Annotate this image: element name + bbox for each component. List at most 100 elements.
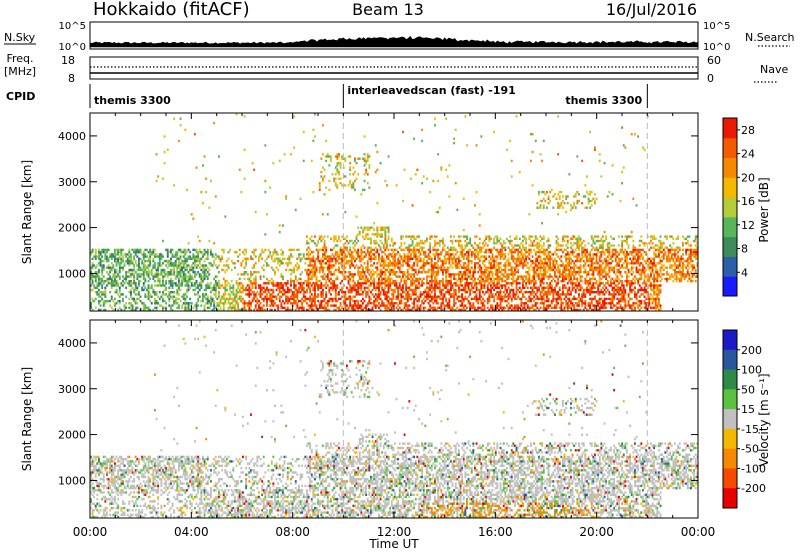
data-cell: [128, 284, 131, 287]
data-cell: [318, 271, 321, 274]
data-cell: [413, 304, 416, 307]
data-cell: [496, 304, 499, 307]
data-cell: [320, 259, 323, 263]
data-cell: [115, 302, 118, 305]
data-cell: [358, 306, 361, 309]
data-cell: [338, 162, 340, 165]
data-cell: [278, 297, 281, 301]
data-cell: [235, 288, 238, 292]
data-cell: [406, 277, 409, 281]
data-cell: [299, 291, 302, 294]
data-cell: [496, 235, 499, 238]
data-cell: [443, 306, 446, 309]
data-cell: [562, 279, 564, 283]
data-cell: [307, 304, 310, 307]
data-cell: [440, 302, 443, 305]
data-cell: [181, 277, 184, 281]
data-cell: [149, 308, 152, 312]
data-cell: [379, 291, 382, 294]
data-cell: [344, 246, 347, 249]
data-cell: [451, 306, 454, 309]
data-cell: [238, 168, 241, 171]
data-cell: [122, 299, 124, 303]
data-cell: [434, 282, 436, 285]
data-cell: [382, 302, 385, 305]
data-cell: [192, 248, 195, 252]
data-cell: [542, 244, 545, 247]
data-cell: [490, 291, 492, 294]
data-cell: [397, 264, 400, 267]
data-cell: [101, 255, 104, 258]
data-cell: [470, 286, 473, 289]
data-cell: [501, 277, 504, 281]
data-cell: [480, 282, 483, 285]
data-cell: [296, 293, 299, 296]
data-cell: [499, 266, 502, 269]
data-cell: [512, 257, 515, 260]
data-cell: [499, 242, 502, 245]
data-cell: [539, 306, 542, 309]
data-cell: [318, 306, 321, 309]
data-cell: [416, 304, 419, 307]
data-cell: [371, 264, 374, 267]
data-cell: [394, 271, 396, 274]
data-cell: [488, 293, 491, 296]
data-cell: [419, 271, 422, 274]
data-cell: [499, 251, 502, 254]
data-cell: [144, 271, 147, 274]
data-cell: [318, 188, 321, 192]
data-cell: [189, 266, 192, 269]
data-cell: [189, 308, 192, 312]
data-cell: [154, 284, 156, 287]
data-cell: [517, 251, 520, 254]
data-cell: [430, 268, 433, 272]
data-cell: [373, 304, 376, 307]
data-cell: [387, 155, 390, 158]
data-cell: [174, 251, 177, 254]
data-cell: [525, 255, 528, 258]
data-cell: [176, 271, 179, 274]
data-cell: [301, 288, 304, 292]
data-cell: [558, 195, 561, 198]
data-cell: [203, 271, 206, 274]
data-cell: [437, 306, 440, 309]
data-cell: [194, 288, 196, 292]
data-cell: [544, 271, 547, 274]
data-cell: [514, 273, 516, 276]
data-cell: [429, 308, 432, 312]
data-cell: [317, 259, 320, 263]
data-cell: [176, 257, 179, 260]
data-cell: [355, 306, 358, 309]
data-cell: [125, 271, 128, 274]
data-cell: [322, 124, 324, 127]
data-cell: [139, 295, 142, 298]
data-cell: [544, 266, 547, 269]
data-cell: [128, 262, 131, 265]
data-cell: [566, 293, 569, 296]
data-cell: [99, 257, 102, 260]
data-cell: [560, 259, 563, 263]
data-cell: [398, 268, 401, 272]
data-cell: [306, 253, 308, 256]
data-cell: [130, 291, 132, 294]
data-cell: [544, 293, 547, 296]
data-cell: [213, 121, 216, 125]
data-cell: [355, 162, 358, 165]
data-cell: [238, 277, 241, 281]
data-cell: [312, 190, 315, 194]
data-cell: [467, 242, 470, 245]
data-cell: [221, 255, 224, 258]
data-cell: [496, 279, 499, 283]
data-cell: [451, 253, 454, 256]
data-cell: [285, 262, 288, 265]
data-cell: [533, 282, 536, 285]
data-cell: [210, 299, 212, 303]
data-cell: [264, 308, 267, 312]
data-cell: [413, 235, 416, 238]
data-cell: [314, 293, 316, 296]
data-cell: [408, 248, 411, 252]
data-cell: [176, 291, 179, 294]
data-cell: [138, 266, 140, 269]
data-cell: [243, 288, 246, 292]
data-cell: [410, 295, 412, 298]
